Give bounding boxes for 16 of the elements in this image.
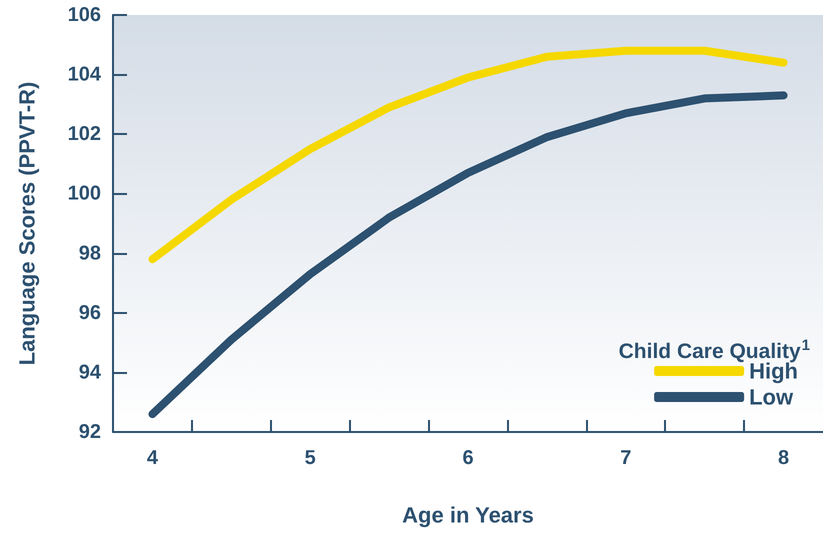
x-tick-label: 4 <box>146 447 159 469</box>
y-tick-label: 104 <box>68 64 102 86</box>
x-tick-label: 5 <box>304 447 316 469</box>
y-tick-label: 106 <box>68 4 101 26</box>
y-axis-title: Language Scores (PPVT-R) <box>14 82 40 366</box>
x-tick-label: 7 <box>620 447 632 469</box>
y-tick-label: 92 <box>78 421 101 443</box>
y-tick-label: 98 <box>78 242 101 264</box>
x-tick-label: 8 <box>778 447 790 469</box>
y-tick-label: 102 <box>68 123 101 146</box>
y-tick-label: 100 <box>68 182 101 205</box>
y-tick-label: 96 <box>78 302 101 324</box>
y-tick-label: 94 <box>78 361 102 384</box>
x-axis-title: Age in Years <box>402 502 534 528</box>
legend-label: Low <box>749 384 794 410</box>
x-tick-label: 6 <box>462 447 474 469</box>
